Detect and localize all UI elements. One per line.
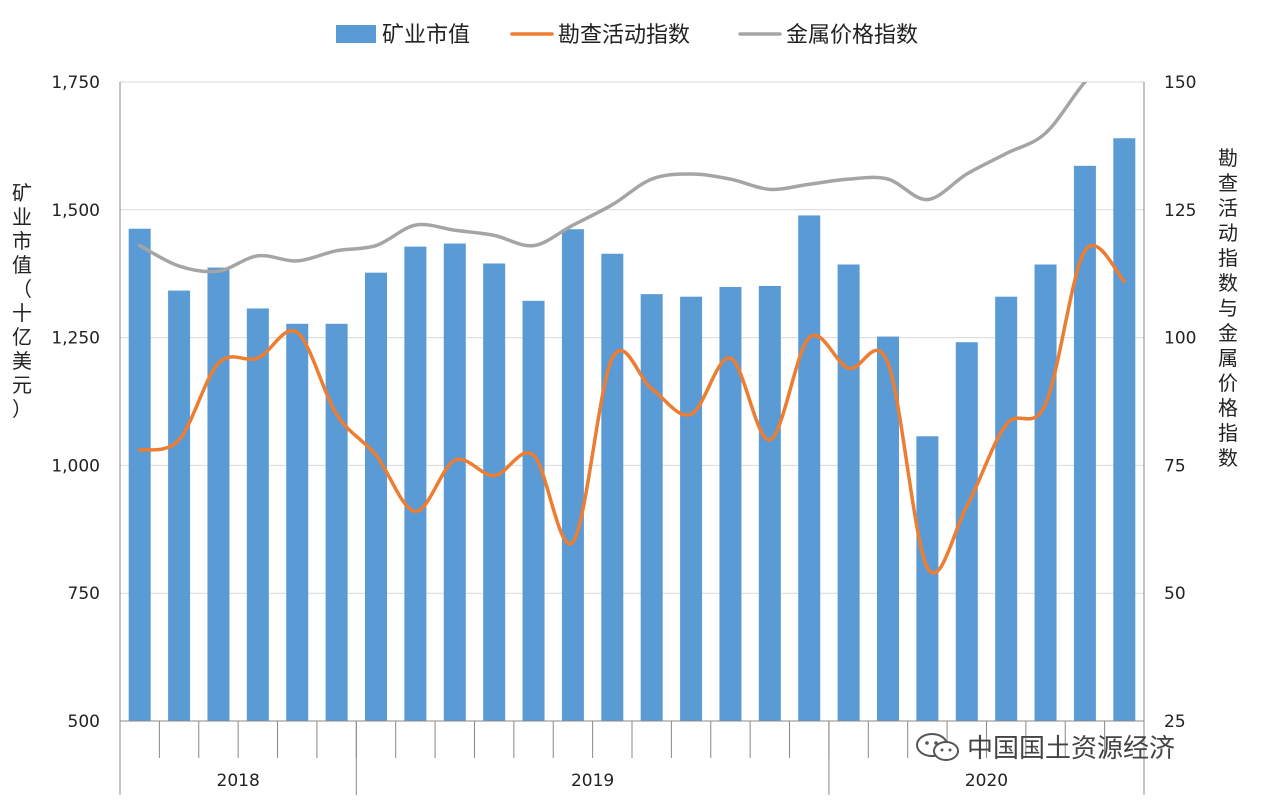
bar (640, 294, 663, 721)
bar (955, 342, 978, 721)
y-right-tick-label: 100 (1164, 329, 1196, 349)
legend: 矿业市值 勘查活动指数 金属价格指数 (336, 23, 918, 48)
legend-label: 矿业市值 (382, 23, 470, 48)
bar (798, 215, 821, 721)
bar (246, 308, 269, 721)
year-label: 2019 (571, 771, 614, 791)
line-series (137, 82, 1127, 575)
bars-series (128, 138, 1136, 722)
bar (443, 243, 466, 722)
bar (1113, 138, 1136, 721)
bar (995, 296, 1018, 721)
y-left-tick-label: 1,000 (51, 456, 100, 476)
bar (758, 285, 781, 721)
watermark: 中国国土资源经济 (915, 728, 1175, 765)
bar (286, 323, 309, 721)
y-right-tick-label: 125 (1164, 201, 1196, 221)
bar (561, 229, 584, 722)
wechat-icon (915, 732, 961, 762)
bar (877, 336, 899, 721)
legend-label: 金属价格指数 (786, 23, 918, 48)
y-right-tick-label: 150 (1164, 73, 1196, 93)
bar (837, 264, 860, 721)
bar (916, 436, 939, 721)
gridlines (120, 81, 1144, 594)
y-left-tick-label: 500 (68, 712, 100, 732)
y-right-tick-label: 25 (1164, 712, 1186, 732)
y-right-tick-label: 75 (1164, 456, 1186, 476)
bar (1073, 165, 1096, 722)
bar (680, 296, 703, 721)
bar (404, 246, 427, 722)
year-label: 2020 (965, 771, 1008, 791)
bar (719, 286, 742, 721)
legend-label: 勘查活动指数 (558, 23, 690, 48)
y-right-tick-label: 50 (1164, 584, 1186, 604)
watermark-text: 中国国土资源经济 (967, 734, 1176, 764)
bar (365, 272, 387, 721)
bar (168, 290, 191, 721)
year-label: 2018 (217, 771, 260, 791)
y-left-tick-label: 750 (68, 584, 100, 604)
exploration-index-line (137, 243, 1127, 575)
bar (1034, 264, 1057, 721)
y-right-axis-title: 勘查活动指数与金属价格指数 (1218, 146, 1238, 470)
y-left-axis-title: 矿业市值（十亿美元） (12, 181, 32, 421)
bar (601, 253, 624, 722)
metal-price-index-line (137, 82, 1088, 274)
y-left-tick-label: 1,250 (51, 329, 100, 349)
axes: 500 25 750 50 1,000 75 1,250 100 1,500 125 1,750 15… (12, 73, 1238, 795)
y-left-tick-label: 1,500 (51, 201, 100, 221)
bar (207, 267, 230, 721)
bar (325, 323, 348, 721)
y-left-tick-label: 1,750 (51, 73, 100, 93)
bar (522, 300, 545, 721)
bar (128, 228, 151, 721)
legend-swatch-bar (336, 25, 376, 43)
bar (483, 263, 506, 721)
